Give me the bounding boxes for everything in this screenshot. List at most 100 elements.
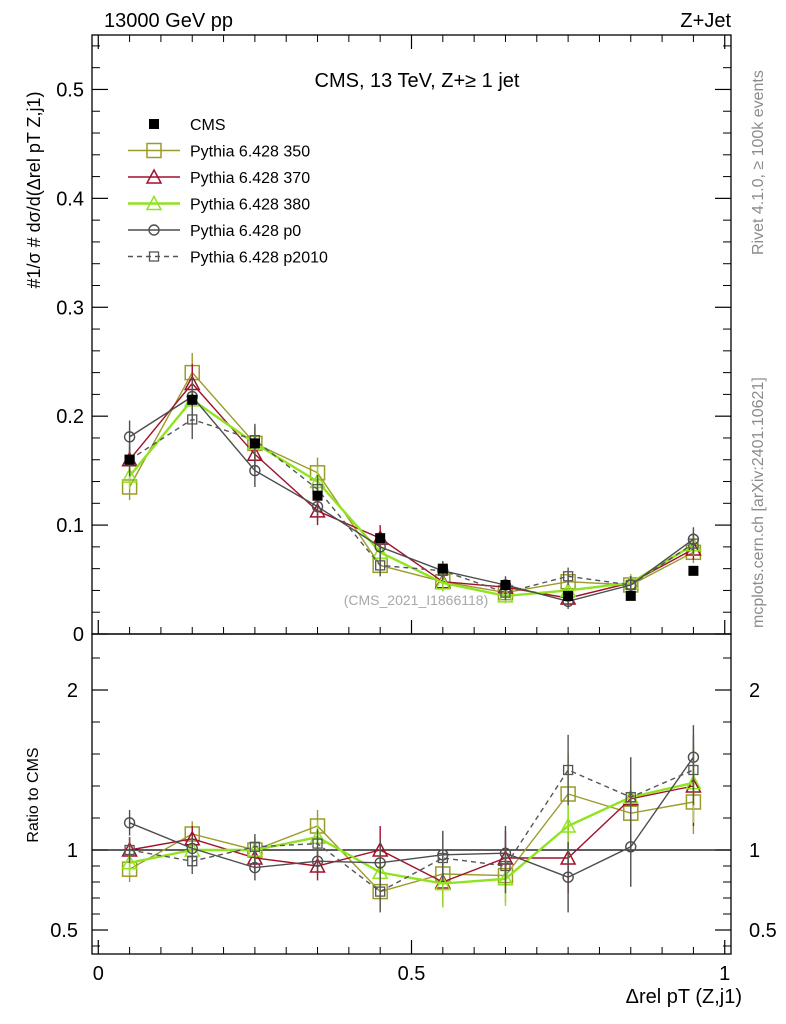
ratio-series (124, 734, 699, 913)
legend-entry: Pythia 6.428 370 (128, 168, 310, 187)
mcplots-label: mcplots.cern.ch [arXiv:2401.10621] (750, 377, 767, 628)
marker-open-triangle (145, 168, 163, 184)
ratio-y-tick-label: 1 (67, 840, 78, 862)
legend-label: Pythia 6.428 p0 (190, 223, 301, 240)
marker-filled-square (312, 490, 323, 501)
ratio-y-tick-label: 2 (67, 680, 78, 702)
marker-filled-square (149, 119, 159, 129)
marker-open-circle (562, 871, 574, 883)
upper-ylabel-text: #1/σ # dσ/d(Δrel pT Z,j1) (24, 92, 44, 289)
marker-filled-square (437, 563, 448, 574)
marker-filled-square (625, 590, 636, 601)
marker-filled-square (249, 438, 260, 449)
legend-label: Pythia 6.428 350 (190, 144, 310, 161)
marker-open-square-small (688, 764, 699, 776)
upper-y-tick-label: 0.5 (56, 79, 84, 101)
upper-series-group (121, 353, 702, 609)
marker-open-square-small (148, 251, 160, 262)
upper-frame (91, 34, 732, 635)
marker-open-square-small (312, 838, 323, 849)
upper-y-tick-label: 0.4 (56, 188, 84, 210)
ratio-y-tick-label-right: 2 (749, 680, 760, 702)
watermark: (CMS_2021_I1866118) (344, 592, 489, 608)
legend-label: Pythia 6.428 370 (190, 170, 310, 187)
ratio-series-group (121, 725, 702, 913)
upper-series (124, 399, 699, 601)
x-ticks: 0 0.5 1 (93, 35, 730, 985)
marker-filled-square (375, 533, 386, 544)
ratio-line (129, 793, 694, 893)
upper-y-tick-label: 0 (73, 624, 84, 646)
ratio-y-tick-label-right: 1 (749, 840, 760, 862)
ratio-y-tick-label-right: 0.5 (749, 920, 777, 942)
header-left: 13000 GeV pp (104, 10, 233, 32)
upper-line (128, 371, 694, 594)
marker-filled-square (563, 590, 574, 601)
marker-open-circle (123, 431, 136, 443)
marker-open-triangle (434, 875, 452, 891)
ratio-line (129, 785, 694, 883)
marker-open-square-small (187, 414, 198, 425)
x-tick-label: 0.5 (398, 963, 426, 985)
legend-label: Pythia 6.428 380 (190, 197, 310, 214)
x-axis-label: Δrel pT (Z,j1) (626, 986, 742, 1008)
upper-series (121, 353, 702, 601)
marker-open-square-small (625, 579, 636, 591)
header-right: Z+Jet (680, 10, 731, 32)
legend: CMS Pythia 6.428 350 Pythia 6.428 370 Pythi… (128, 117, 328, 267)
upper-line (129, 395, 694, 603)
upper-series (124, 394, 699, 601)
upper-line (128, 398, 695, 598)
upper-y-tick-label: 0.1 (56, 515, 84, 537)
marker-open-square-small (562, 764, 574, 776)
marker-open-square-small (500, 860, 511, 872)
ratio-line (129, 756, 694, 878)
legend-entry: CMS (149, 117, 226, 134)
marker-open-circle (249, 464, 261, 477)
marker-open-square (146, 142, 162, 159)
marker-open-triangle (559, 817, 577, 833)
marker-open-triangle (121, 467, 138, 483)
marker-open-triangle (121, 854, 138, 870)
marker-open-square-small (437, 852, 448, 864)
marker-open-square-small (688, 538, 699, 549)
ratio-line (129, 769, 694, 893)
rivet-label: Rivet 4.1.0, ≥ 100k events (750, 70, 767, 255)
marker-open-square-small (187, 856, 198, 867)
ratio-series (123, 725, 700, 913)
marker-open-square-small (625, 792, 636, 803)
marker-open-triangle (497, 587, 514, 603)
upper-line (129, 418, 694, 594)
marker-filled-square (124, 454, 135, 465)
legend-label: CMS (190, 117, 226, 134)
upper-y-tick-label: 0.3 (56, 297, 84, 319)
legend-label: Pythia 6.428 p2010 (190, 250, 328, 267)
ratio-line (129, 781, 694, 885)
marker-open-triangle (434, 574, 452, 590)
marker-open-square-small (249, 841, 261, 852)
marker-open-circle (374, 857, 386, 869)
marker-filled-square (688, 565, 699, 576)
upper-series (121, 380, 702, 604)
marker-open-circle (123, 817, 136, 829)
x-tick-label: 1 (719, 963, 730, 985)
marker-open-square-small (375, 560, 386, 571)
ratio-y-tick-label: 0.5 (50, 920, 78, 942)
ratio-ylabel: Ratio to CMS (25, 747, 42, 842)
legend-entry: Pythia 6.428 p2010 (128, 250, 328, 267)
legend-entry: Pythia 6.428 p0 (128, 223, 301, 240)
upper-line (129, 382, 694, 599)
marker-open-circle (625, 841, 637, 853)
ratio-series (121, 746, 702, 906)
upper-y-ticks: 0 0.1 0.2 0.3 0.4 0.5 (56, 45, 731, 646)
upper-ylabel: #1/σ # dσ/d(Δrel pT Z,j1) (24, 92, 44, 289)
marker-filled-square (500, 579, 511, 590)
upper-series (121, 363, 702, 606)
marker-open-circle (249, 861, 261, 874)
marker-open-circle (148, 224, 160, 236)
marker-filled-square (187, 394, 198, 405)
legend-entry: Pythia 6.428 350 (128, 142, 310, 161)
upper-y-tick-label: 0.2 (56, 406, 84, 428)
ratio-series (121, 754, 702, 911)
